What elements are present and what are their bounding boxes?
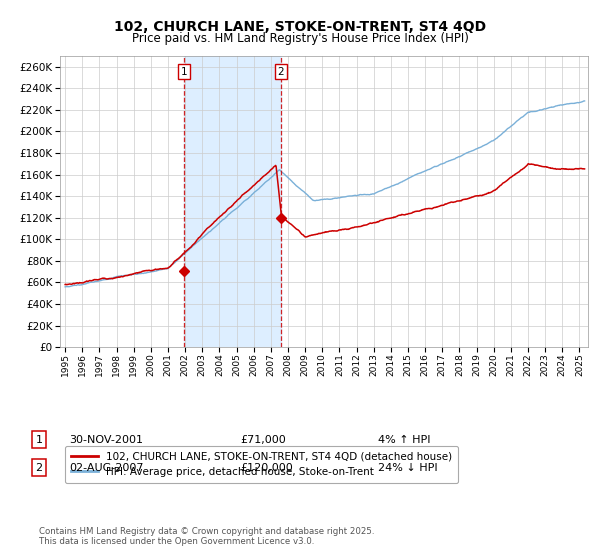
Text: Contains HM Land Registry data © Crown copyright and database right 2025.
This d: Contains HM Land Registry data © Crown c… — [39, 526, 374, 546]
Text: 1: 1 — [35, 435, 43, 445]
Text: £71,000: £71,000 — [240, 435, 286, 445]
Text: 1: 1 — [181, 67, 187, 77]
Text: 30-NOV-2001: 30-NOV-2001 — [69, 435, 143, 445]
Bar — [184, 56, 281, 347]
Text: 102, CHURCH LANE, STOKE-ON-TRENT, ST4 4QD: 102, CHURCH LANE, STOKE-ON-TRENT, ST4 4Q… — [114, 20, 486, 34]
Text: 2: 2 — [35, 463, 43, 473]
Text: 4% ↑ HPI: 4% ↑ HPI — [378, 435, 431, 445]
Text: 24% ↓ HPI: 24% ↓ HPI — [378, 463, 437, 473]
Legend: 102, CHURCH LANE, STOKE-ON-TRENT, ST4 4QD (detached house), HPI: Average price, : 102, CHURCH LANE, STOKE-ON-TRENT, ST4 4Q… — [65, 446, 458, 483]
Text: 02-AUG-2007: 02-AUG-2007 — [69, 463, 143, 473]
Text: 2: 2 — [277, 67, 284, 77]
Text: Price paid vs. HM Land Registry's House Price Index (HPI): Price paid vs. HM Land Registry's House … — [131, 32, 469, 45]
Text: £120,000: £120,000 — [240, 463, 293, 473]
